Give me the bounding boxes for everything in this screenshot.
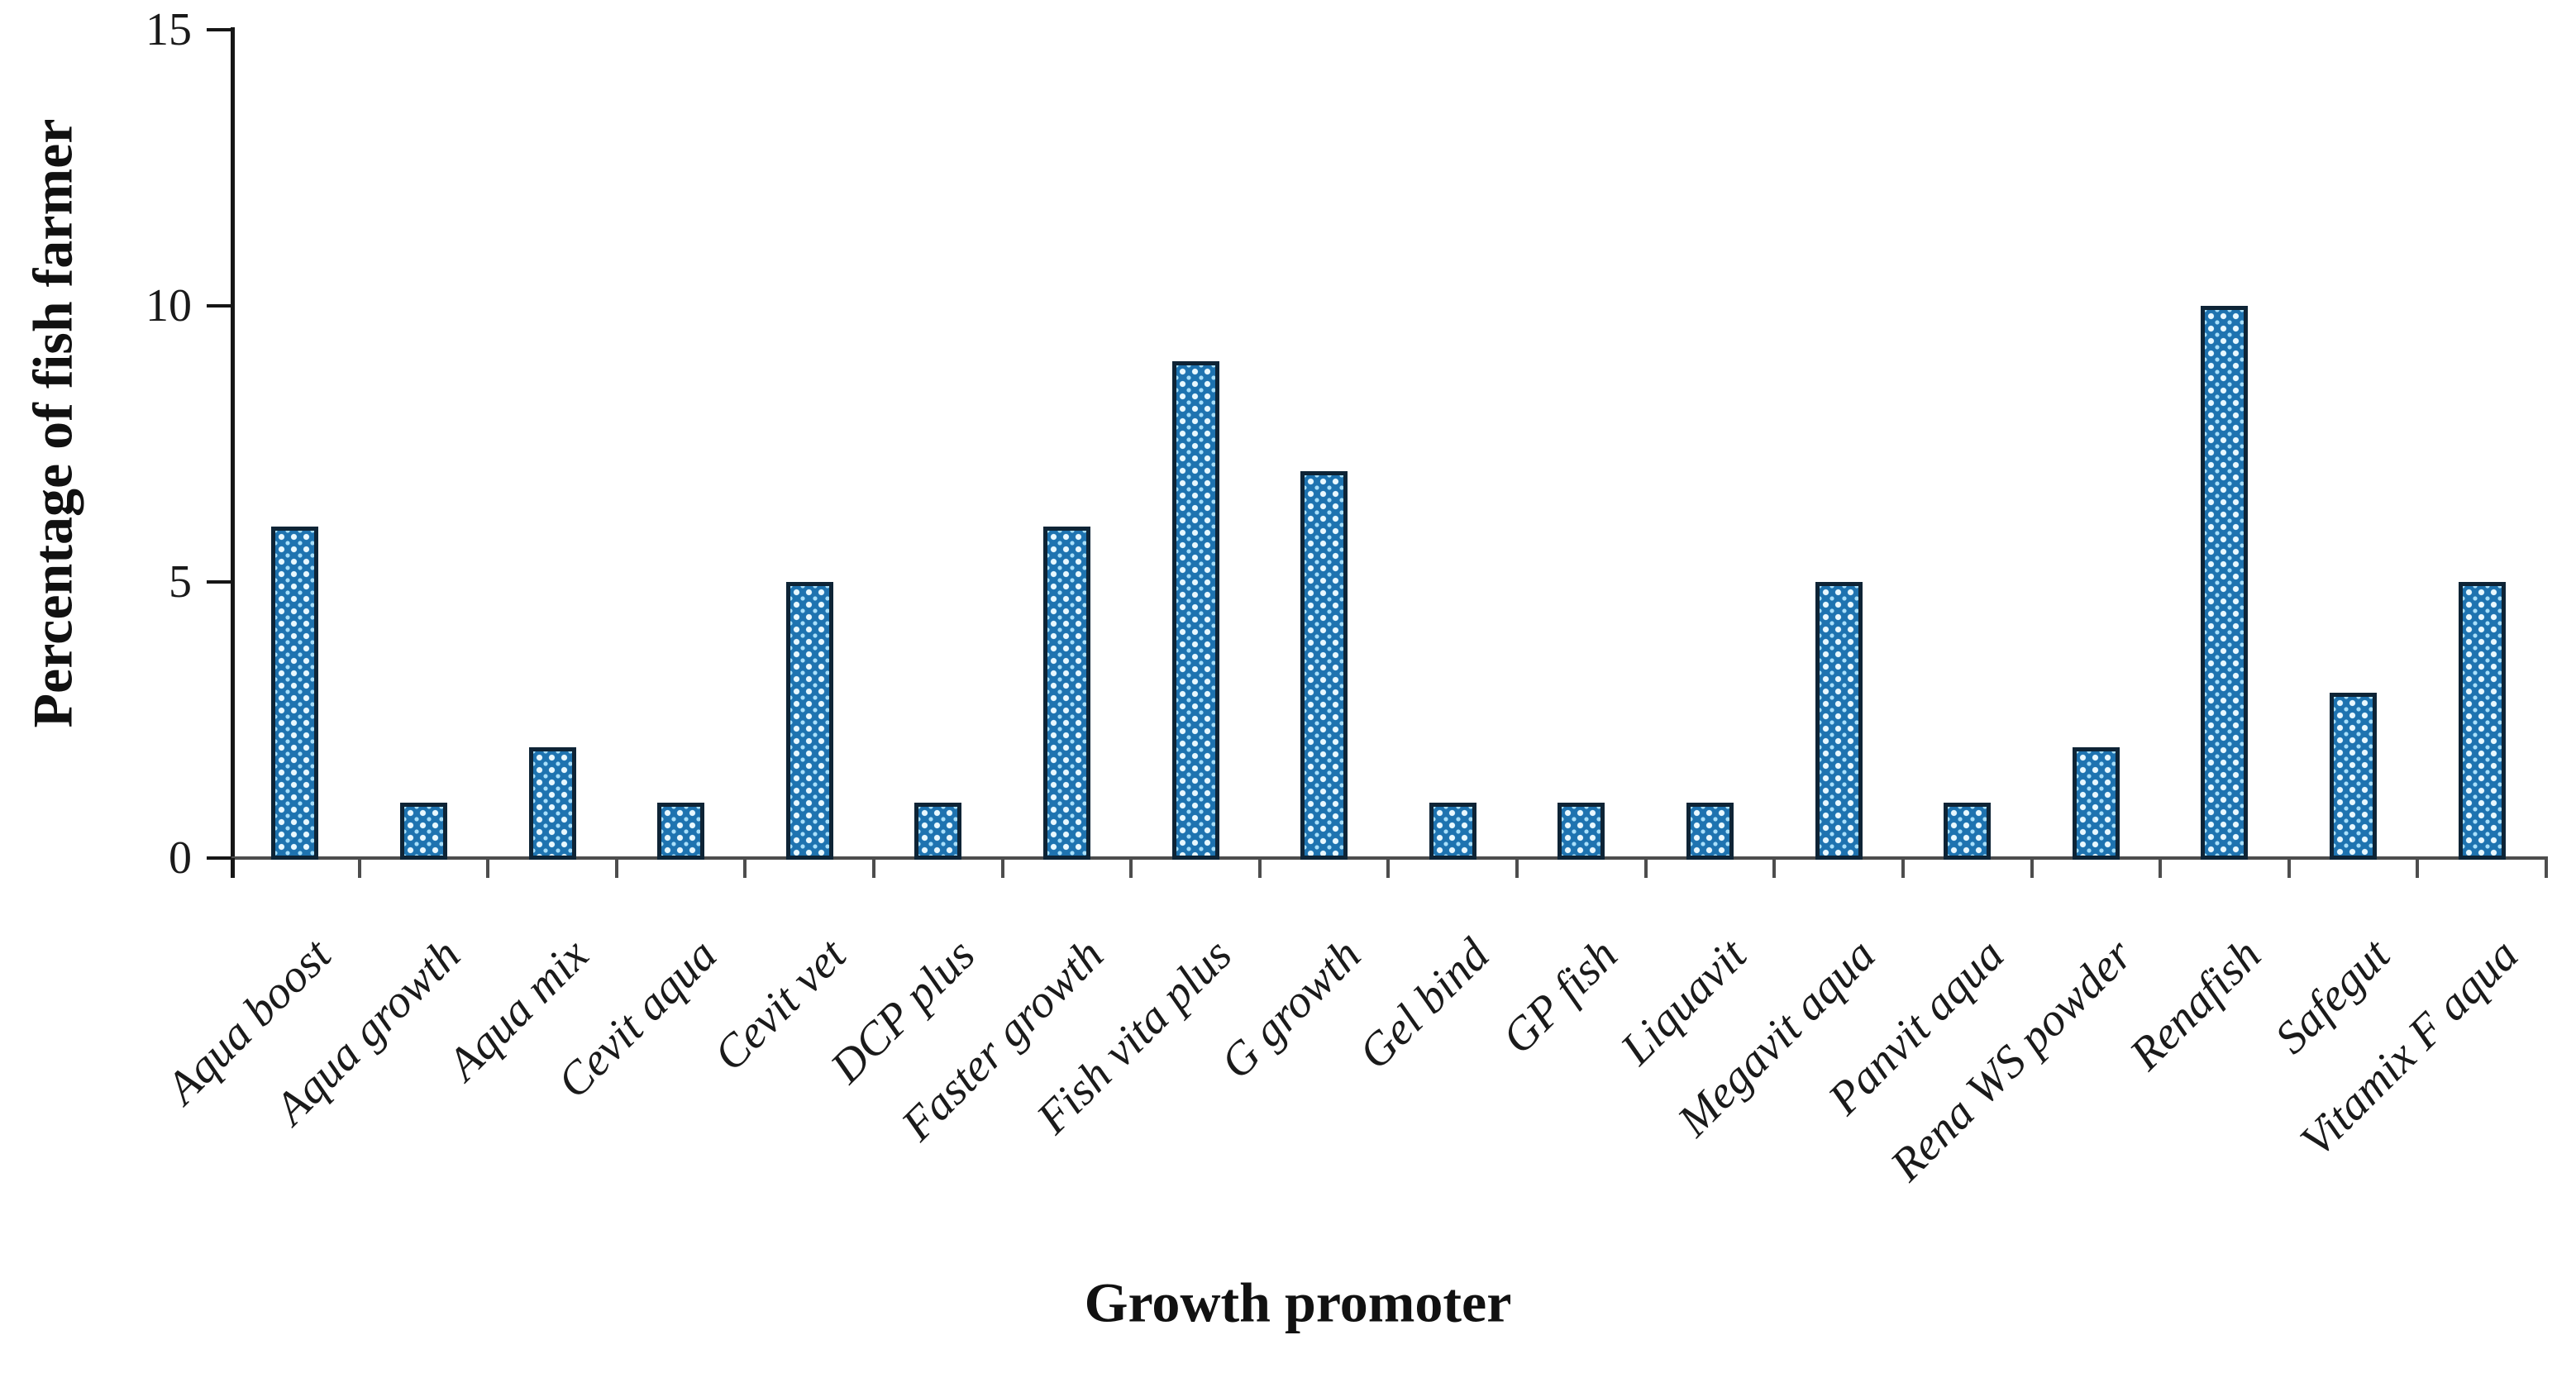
bar xyxy=(2201,306,2249,860)
x-tick xyxy=(2544,858,2548,878)
x-tick xyxy=(357,858,361,878)
x-tick xyxy=(486,858,490,878)
bar xyxy=(1300,471,1348,860)
x-tick xyxy=(1643,858,1648,878)
x-tick xyxy=(1257,858,1262,878)
y-axis-title: Percentage of fish farmer xyxy=(21,118,84,728)
x-tick xyxy=(1000,858,1004,878)
y-axis-line xyxy=(231,27,235,878)
y-tick-label: 5 xyxy=(169,556,192,608)
x-tick xyxy=(1129,858,1133,878)
bar xyxy=(1429,803,1476,860)
x-tick xyxy=(614,858,618,878)
bar xyxy=(1944,803,1992,860)
bar xyxy=(1686,803,1734,860)
bar xyxy=(528,747,576,860)
bar xyxy=(399,803,447,860)
x-tick xyxy=(872,858,876,878)
x-tick xyxy=(1901,858,1905,878)
x-category-label-text: GP fish xyxy=(1492,929,1628,1065)
x-tick xyxy=(2030,858,2034,878)
y-tick-label: 10 xyxy=(145,280,192,331)
bar xyxy=(1042,527,1090,860)
x-axis-title: Growth promoter xyxy=(1084,1271,1512,1334)
x-category-label-text: G growth xyxy=(1210,929,1371,1090)
x-tick xyxy=(2159,858,2163,878)
y-tick-label: 15 xyxy=(145,4,192,55)
x-tick xyxy=(2287,858,2291,878)
y-tick xyxy=(207,856,231,860)
x-tick xyxy=(231,858,235,878)
x-tick xyxy=(1386,858,1391,878)
bar xyxy=(785,582,833,860)
bar xyxy=(2330,692,2378,860)
bar xyxy=(1815,582,1863,860)
y-tick xyxy=(207,28,231,31)
x-tick xyxy=(1772,858,1777,878)
bar xyxy=(2458,582,2506,860)
bar xyxy=(914,803,962,860)
y-tick xyxy=(207,580,231,584)
bar xyxy=(271,527,319,860)
bar xyxy=(2072,747,2120,860)
x-tick xyxy=(1515,858,1519,878)
y-tick-label: 0 xyxy=(169,832,192,884)
bar xyxy=(657,803,705,860)
x-tick xyxy=(2416,858,2420,878)
bar xyxy=(1558,803,1605,860)
x-category-label-text: Renafish xyxy=(2120,929,2271,1080)
x-category-label-text: Gel bind xyxy=(1348,929,1500,1080)
y-tick xyxy=(207,304,231,308)
x-tick xyxy=(743,858,747,878)
bar xyxy=(1171,360,1219,860)
